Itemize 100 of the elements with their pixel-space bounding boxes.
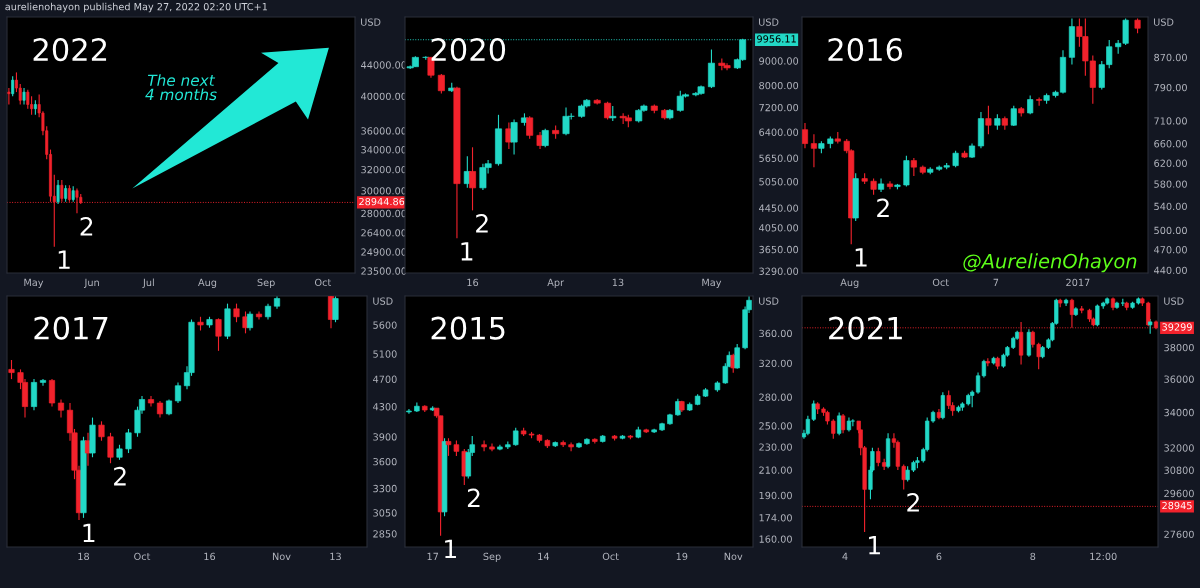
y-axis-title: USD [1154,18,1174,26]
y-tick-label: 660.00 [1154,140,1187,148]
y-axis-title: USD [373,297,393,305]
candlestick [810,133,817,168]
candlestick [7,87,11,106]
y-tick-label: 30800 [1164,466,1194,474]
x-tick-label: Aug [840,278,859,288]
candlestick [481,439,487,452]
x-tick-label: Jun [84,278,99,288]
annotation: 1 [58,250,70,269]
x-tick-label: 13 [612,278,624,287]
y-tick-label: 580.00 [1154,180,1187,188]
y-tick-label: 3300 [373,484,397,493]
annotation: 1 [855,248,867,267]
y-axis-title: USD [759,18,779,26]
candlestick [60,179,64,203]
candlestick [48,378,56,408]
text: 2015 [431,316,505,340]
candlestick [840,413,846,434]
x-tick-label: 7 [993,278,999,286]
y-axis-title: USD [361,18,381,26]
x-tick-label: 18 [78,552,90,561]
y-tick-label: 2850 [373,530,397,538]
candlestick [107,432,114,464]
candlestick [707,48,715,89]
candlestick [39,378,47,387]
x-tick-label: May [702,278,722,288]
x-tick-label: Oct [602,552,619,561]
annotation: 2 [114,466,126,486]
y-tick-label: 27600 [1164,530,1194,538]
candlestick [1036,96,1043,107]
x-tick-label: 8 [1030,552,1036,561]
x-tick-label: 14 [538,552,550,560]
y-tick-label: 8000.00 [759,81,799,90]
x-tick-label: Oct [134,552,151,561]
y-tick-label: 174.00 [759,514,792,522]
y-tick-label: 320.00 [759,359,792,367]
x-tick-label: Oct [314,278,332,287]
y-tick-label: 440.00 [1154,266,1187,274]
candlestick [56,179,60,205]
y-tick-label: 250.00 [759,422,792,430]
y-tick-label: 470.00 [1154,246,1187,254]
candlestick [469,146,476,211]
candlestick [215,317,222,352]
y-tick-label: 5600 [373,321,397,329]
y-tick-label: 160.00 [759,535,792,543]
ref-line-label: 39299 [1162,323,1192,331]
annotation: @AurelienOhayon [963,253,1137,273]
y-tick-label: 9000.00 [759,57,799,65]
y-tick-label: 280.00 [759,393,792,401]
y-tick-label: 500.00 [1154,226,1187,235]
x-tick-label: Nov [272,552,291,561]
ref-line-label: 9956.11 [757,35,796,43]
y-tick-label: 5050.00 [759,178,799,186]
y-tick-label: 3650.00 [759,245,799,254]
x-tick-label: 6 [936,552,942,561]
y-tick-label: 4050.00 [759,224,799,232]
candlestick [802,122,809,149]
candlestick [526,115,534,140]
candlestick [734,343,740,370]
candlestick [125,428,132,454]
candlestick [437,73,445,94]
annotation: 2 [907,493,919,512]
x-tick-label: 16 [467,278,479,287]
candlestick [98,420,105,442]
y-tick-label: 230.00 [759,443,792,451]
x-tick-label: 4 [842,552,848,560]
y-tick-label: 4300 [373,403,397,411]
x-tick-label: May [24,278,44,288]
y-tick-label: 36000 [1164,375,1194,383]
candlestick [11,75,15,97]
y-tick-label: 6400.00 [759,128,799,136]
candlestick [513,427,519,447]
x-tick-label: 2017 [1066,278,1090,287]
y-tick-label: 190.00 [759,491,792,500]
y-tick-label: 540.00 [1154,202,1187,211]
annotation: 2 [467,488,480,508]
y-tick-label: 870.00 [1154,53,1187,62]
y-tick-label: 4700 [373,375,397,383]
x-tick-label: 16 [204,552,216,561]
y-axis-title: USD [1164,297,1184,305]
x-tick-label: 13 [330,552,341,561]
text: 2016 [828,38,903,62]
annotation: 1 [461,242,473,261]
y-tick-label: 34000 [1164,408,1194,417]
annotation: The next 4 months [145,74,217,101]
candlestick [8,359,15,380]
annotation: 2 [476,213,488,233]
annotation: 1 [83,523,95,543]
x-tick-label: 17 [427,552,439,560]
y-tick-label: 38000 [1164,343,1194,352]
y-tick-label: 4450.00 [759,204,799,212]
candlestick [174,381,182,404]
y-tick-label: 32000.00 [361,165,407,174]
x-tick-label: Aug [198,278,217,288]
y-tick-label: 23500.00 [361,267,407,275]
text: 2022 [33,38,107,62]
ref-line-label: 28945 [1162,501,1192,510]
y-tick-label: 5100 [373,350,397,358]
annotation: 2 [877,198,889,218]
